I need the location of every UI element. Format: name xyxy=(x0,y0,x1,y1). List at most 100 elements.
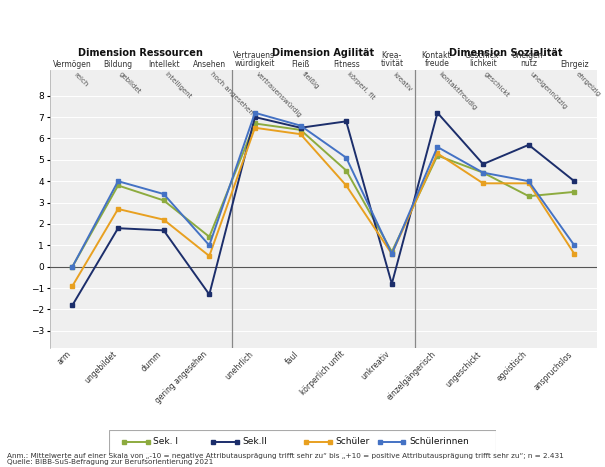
Sek. I xyxy=(114,183,122,188)
Sek.II xyxy=(297,125,304,131)
Sek. I xyxy=(69,264,76,269)
Schülerinnen xyxy=(479,170,486,176)
Text: intelligent: intelligent xyxy=(164,71,193,100)
Text: fleißig: fleißig xyxy=(301,71,320,91)
Text: dumm: dumm xyxy=(140,349,164,373)
Text: Vertrauens-: Vertrauens- xyxy=(232,51,277,60)
Schülerinnen xyxy=(114,178,122,184)
Schüler xyxy=(434,150,441,156)
Sek. I xyxy=(571,189,578,195)
Text: einzelgängerisch: einzelgängerisch xyxy=(385,349,437,402)
Sek.II xyxy=(160,227,168,233)
Sek. I xyxy=(342,168,350,173)
Schülerinnen xyxy=(160,191,168,197)
Sek.II xyxy=(342,119,350,124)
Text: gebildet: gebildet xyxy=(118,71,142,95)
Text: uneigennützig: uneigennützig xyxy=(529,71,568,111)
Text: Dimension Ressourcen: Dimension Ressourcen xyxy=(79,48,203,58)
Text: Fitness: Fitness xyxy=(333,60,359,69)
Text: tivität: tivität xyxy=(381,59,404,68)
Schülerinnen xyxy=(571,242,578,248)
Text: Krea-: Krea- xyxy=(382,51,402,60)
Sek.II xyxy=(525,142,532,148)
Schüler xyxy=(69,283,76,289)
Text: geschickt: geschickt xyxy=(483,71,511,99)
Text: Bildung: Bildung xyxy=(103,60,132,69)
Sek.II xyxy=(251,114,258,120)
Sek. I xyxy=(479,170,486,176)
Sek.II xyxy=(388,281,396,287)
Line: Sek. I: Sek. I xyxy=(70,121,577,269)
Line: Sek.II: Sek.II xyxy=(70,110,577,308)
Text: Dimension Sozialität: Dimension Sozialität xyxy=(449,48,563,58)
Sek. I xyxy=(160,198,168,203)
Text: nutz: nutz xyxy=(520,59,537,68)
Text: kontaktfreudig: kontaktfreudig xyxy=(437,71,478,112)
Text: anspruchslos: anspruchslos xyxy=(532,349,574,391)
Schüler xyxy=(251,125,258,131)
Text: ungebildet: ungebildet xyxy=(82,349,118,385)
Text: reich: reich xyxy=(73,71,89,87)
Text: freude: freude xyxy=(425,59,450,68)
Schülerinnen xyxy=(434,144,441,150)
Text: Quelle: BIBB-SuS-Befragung zur Berufsorientierung 2021: Quelle: BIBB-SuS-Befragung zur Berufsori… xyxy=(7,459,214,465)
Text: Intellekt: Intellekt xyxy=(148,60,180,69)
Text: lichkeit: lichkeit xyxy=(469,59,497,68)
Text: Sek. I: Sek. I xyxy=(154,437,178,446)
Text: Ansehen: Ansehen xyxy=(193,60,226,69)
Sek. I xyxy=(434,153,441,158)
Schüler xyxy=(297,131,304,137)
Schüler xyxy=(388,251,396,257)
Sek.II xyxy=(206,292,213,297)
Schüler xyxy=(479,181,486,186)
Line: Schülerinnen: Schülerinnen xyxy=(70,110,577,269)
Text: ungeschickt: ungeschickt xyxy=(444,349,483,389)
Sek. I xyxy=(206,234,213,240)
Schüler xyxy=(114,206,122,212)
Schülerinnen xyxy=(297,123,304,128)
Text: egoistisch: egoistisch xyxy=(495,349,529,383)
Schüler xyxy=(342,183,350,188)
Text: unkreativ: unkreativ xyxy=(359,349,392,382)
Schülerinnen xyxy=(525,178,532,184)
Text: Schülerinnen: Schülerinnen xyxy=(409,437,469,446)
Text: körperlich unfit: körperlich unfit xyxy=(298,349,346,397)
Sek.II xyxy=(114,226,122,231)
Text: arm: arm xyxy=(55,349,73,367)
Sek.II xyxy=(69,302,76,308)
Text: kreativ: kreativ xyxy=(392,71,413,92)
Schülerinnen xyxy=(388,251,396,257)
Schüler xyxy=(525,181,532,186)
Text: Schüler: Schüler xyxy=(335,437,370,446)
Schülerinnen xyxy=(206,242,213,248)
Schüler xyxy=(571,251,578,257)
Text: körperl. fit: körperl. fit xyxy=(346,71,376,101)
Text: Abbildung 2: Das Image von Pflegeberufen bei Jugendlichen nach Geschlecht und Sc: Abbildung 2: Das Image von Pflegeberufen… xyxy=(7,22,587,32)
Line: Schüler: Schüler xyxy=(70,125,577,288)
Sek.II xyxy=(434,110,441,116)
Text: gering angesehen: gering angesehen xyxy=(154,349,209,405)
Sek.II xyxy=(571,178,578,184)
Text: Sek.II: Sek.II xyxy=(243,437,267,446)
Schülerinnen xyxy=(69,264,76,269)
Schülerinnen xyxy=(251,110,258,116)
Sek. I xyxy=(388,249,396,255)
FancyBboxPatch shape xyxy=(109,430,496,454)
Schülerinnen xyxy=(342,155,350,161)
Sek. I xyxy=(297,127,304,133)
Sek.II xyxy=(479,161,486,167)
Schüler xyxy=(206,253,213,259)
Text: Ehrgeiz: Ehrgeiz xyxy=(560,60,589,69)
Text: Kontakt-: Kontakt- xyxy=(421,51,454,60)
Schüler xyxy=(160,217,168,222)
Text: hoch angesehen: hoch angesehen xyxy=(209,71,255,116)
Text: Geschick-: Geschick- xyxy=(465,51,502,60)
Sek. I xyxy=(251,120,258,126)
Text: ehrgeizig: ehrgeizig xyxy=(574,71,601,98)
Text: Anm.: Mittelwerte auf einer Skala von „-10 = negative Attributausprägung trifft : Anm.: Mittelwerte auf einer Skala von „-… xyxy=(7,453,564,459)
Text: Dimension Agilität: Dimension Agilität xyxy=(272,48,374,58)
Text: würdigkeit: würdigkeit xyxy=(235,59,275,68)
Text: faul: faul xyxy=(284,349,301,366)
Sek. I xyxy=(525,193,532,199)
Text: unehrlich: unehrlich xyxy=(223,349,255,382)
